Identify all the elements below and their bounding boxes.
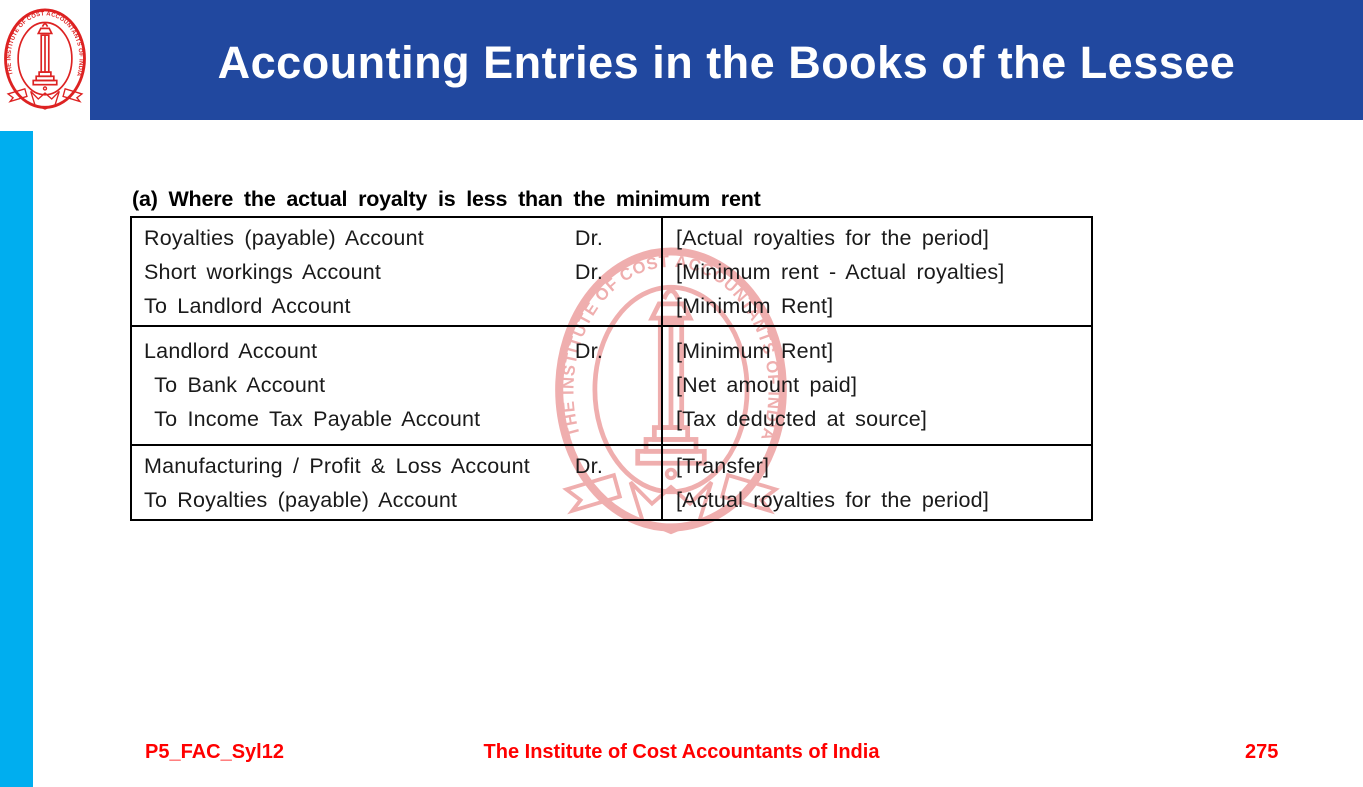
amounts-cell: [Minimum Rent] [Net amount paid] [Tax de…: [663, 327, 1091, 444]
entry-line: Manufacturing / Profit & Loss Account Dr…: [144, 449, 661, 483]
entry-value: [Tax deducted at source]: [676, 407, 928, 431]
table-row: Landlord Account Dr. To Bank Account To …: [132, 327, 1091, 446]
dr-label: Dr.: [574, 454, 603, 478]
dr-label: [603, 289, 661, 323]
entry-value: [Minimum Rent]: [676, 339, 834, 363]
entry-value: [Actual royalties for the period]: [676, 488, 989, 512]
account-text: To Landlord Account: [144, 294, 351, 318]
entry-line: Landlord Account Dr.: [144, 334, 661, 368]
account-text: To Bank Account: [144, 373, 326, 397]
accounts-cell: Landlord Account Dr. To Bank Account To …: [132, 327, 663, 444]
table-row: Royalties (payable) Account Dr. Short wo…: [132, 218, 1091, 327]
header-bar: Accounting Entries in the Books of the L…: [90, 0, 1363, 120]
dr-label: [603, 368, 661, 402]
accounts-cell: Royalties (payable) Account Dr. Short wo…: [132, 218, 663, 325]
entry-value: [Actual royalties for the period]: [676, 226, 989, 250]
dr-label: [603, 402, 661, 436]
account-text: Royalties (payable) Account: [144, 226, 424, 250]
entry-value: [Transfer]: [676, 454, 770, 478]
account-text: To Income Tax Payable Account: [144, 407, 481, 431]
entry-value: [Minimum Rent]: [676, 294, 834, 318]
table-row: Manufacturing / Profit & Loss Account Dr…: [132, 446, 1091, 519]
section-heading: (a) Where the actual royalty is less tha…: [132, 187, 761, 211]
footer-institute: The Institute of Cost Accountants of Ind…: [483, 741, 880, 763]
account-text: Short workings Account: [144, 260, 382, 284]
side-stripe: [0, 131, 33, 787]
accounts-cell: Manufacturing / Profit & Loss Account Dr…: [132, 446, 663, 519]
entry-value: [Net amount paid]: [676, 373, 858, 397]
account-text: To Royalties (payable) Account: [144, 488, 458, 512]
entry-line: Royalties (payable) Account Dr.: [144, 221, 661, 255]
dr-label: [603, 483, 661, 517]
amounts-cell: [Actual royalties for the period] [Minim…: [663, 218, 1091, 325]
footer-page-number: 275: [1245, 741, 1279, 763]
dr-label: Dr.: [574, 260, 603, 284]
entry-line: To Income Tax Payable Account: [144, 402, 661, 436]
dr-label: Dr.: [574, 339, 603, 363]
footer: P5_FAC_Syl12 The Institute of Cost Accou…: [0, 741, 1363, 771]
entry-value: [Minimum rent - Actual royalties]: [676, 260, 1005, 284]
amounts-cell: [Transfer] [Actual royalties for the per…: [663, 446, 1091, 519]
dr-label: Dr.: [574, 226, 603, 250]
entry-line: To Landlord Account: [144, 289, 661, 323]
account-text: Landlord Account: [144, 339, 318, 363]
icai-emblem-icon: [3, 3, 87, 121]
entry-line: Short workings Account Dr.: [144, 255, 661, 289]
logo-box: [0, 0, 90, 128]
journal-table: Royalties (payable) Account Dr. Short wo…: [130, 216, 1093, 521]
page-title: Accounting Entries in the Books of the L…: [217, 37, 1236, 88]
account-text: Manufacturing / Profit & Loss Account: [144, 454, 530, 478]
entry-line: To Royalties (payable) Account: [144, 483, 661, 517]
footer-code: P5_FAC_Syl12: [145, 741, 284, 763]
entry-line: To Bank Account: [144, 368, 661, 402]
